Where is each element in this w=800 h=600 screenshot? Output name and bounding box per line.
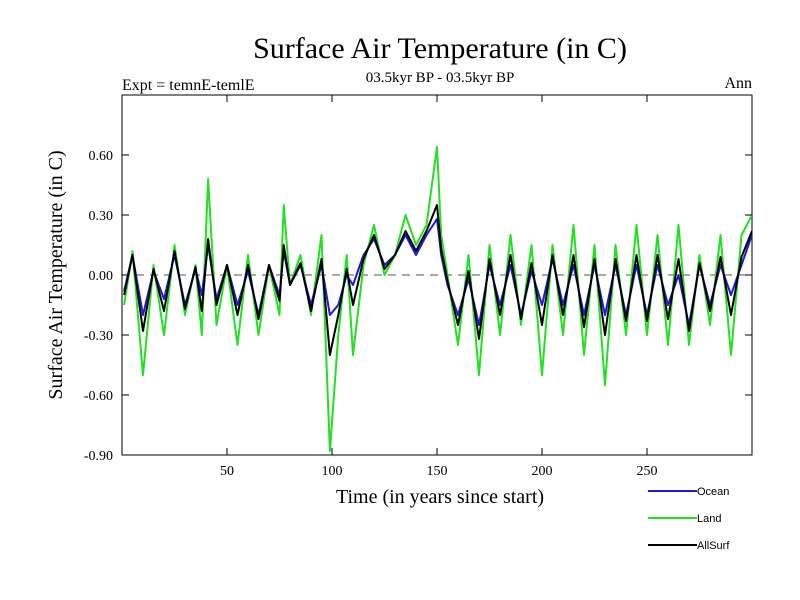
- series-line-allsurf: [123, 204, 752, 356]
- y-tick-label: 0.00: [89, 269, 114, 284]
- legend-label-land: Land: [697, 513, 721, 525]
- x-tick-label: 100: [322, 464, 343, 479]
- x-axis-label: Time (in years since start): [336, 486, 544, 508]
- y-axis-label: Surface Air Temperature (in C): [45, 150, 67, 399]
- chart-subtitle: 03.5kyr BP - 03.5kyr BP: [366, 70, 515, 86]
- x-tick-label: 50: [220, 464, 234, 479]
- legend-label-ocean: Ocean: [697, 486, 729, 498]
- series-line-land: [123, 146, 752, 452]
- y-tick-label: -0.60: [84, 389, 113, 404]
- y-tick-label: 0.30: [89, 209, 114, 224]
- y-tick-label: 0.60: [89, 149, 114, 164]
- y-tick-label: -0.90: [84, 449, 113, 464]
- x-tick-label: 150: [427, 464, 448, 479]
- x-axis-ticks: 50 100 150 200 250: [220, 95, 658, 479]
- legend: Ocean Land AllSurf: [648, 486, 730, 552]
- x-tick-label: 200: [532, 464, 553, 479]
- period-label: Ann: [724, 75, 752, 92]
- plot-area: 50 100 150 200 250 -0.90 -0.60 -0.30 0.00 0.30 0.…: [84, 94, 753, 479]
- y-axis-ticks: -0.90 -0.60 -0.30 0.00 0.30 0.60: [84, 149, 752, 464]
- x-tick-label: 250: [637, 464, 658, 479]
- legend-label-allsurf: AllSurf: [697, 540, 730, 552]
- chart-title: Surface Air Temperature (in C): [253, 32, 627, 65]
- y-tick-label: -0.30: [84, 329, 113, 344]
- series-group: [123, 146, 752, 452]
- experiment-label: Expt = temnE-temlE: [122, 77, 255, 94]
